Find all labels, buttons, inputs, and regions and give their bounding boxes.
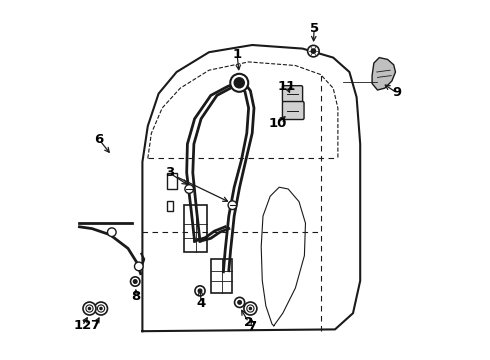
Circle shape	[95, 302, 107, 315]
Circle shape	[107, 228, 116, 237]
Circle shape	[237, 300, 242, 305]
Text: 7: 7	[90, 319, 99, 332]
Text: 1: 1	[233, 48, 242, 61]
Circle shape	[234, 78, 245, 88]
Circle shape	[98, 305, 104, 312]
Text: 10: 10	[268, 117, 287, 130]
Circle shape	[247, 305, 254, 312]
Circle shape	[230, 74, 248, 92]
Circle shape	[248, 307, 252, 310]
Bar	[184, 205, 207, 252]
FancyBboxPatch shape	[282, 86, 303, 102]
Circle shape	[244, 302, 257, 315]
Text: 12: 12	[73, 319, 92, 332]
Text: 9: 9	[392, 86, 401, 99]
Polygon shape	[372, 58, 395, 90]
Text: 8: 8	[132, 291, 141, 303]
Text: 4: 4	[196, 297, 206, 310]
Text: 7: 7	[247, 320, 256, 333]
Circle shape	[83, 302, 96, 315]
Circle shape	[86, 305, 93, 312]
Text: 3: 3	[165, 166, 174, 179]
Bar	[211, 259, 232, 293]
Circle shape	[99, 307, 103, 310]
Text: 6: 6	[95, 133, 104, 146]
Text: 5: 5	[310, 22, 318, 35]
Text: 2: 2	[244, 316, 253, 329]
Circle shape	[197, 288, 202, 293]
Circle shape	[308, 45, 319, 57]
Circle shape	[134, 262, 143, 271]
Circle shape	[195, 286, 205, 296]
Circle shape	[133, 279, 138, 284]
FancyBboxPatch shape	[282, 102, 304, 120]
Text: 11: 11	[278, 80, 296, 93]
Bar	[167, 201, 173, 211]
Circle shape	[311, 48, 316, 54]
Bar	[167, 173, 176, 189]
Circle shape	[235, 297, 245, 307]
Circle shape	[130, 277, 140, 286]
Circle shape	[228, 201, 237, 210]
Circle shape	[185, 185, 194, 193]
Circle shape	[88, 307, 91, 310]
